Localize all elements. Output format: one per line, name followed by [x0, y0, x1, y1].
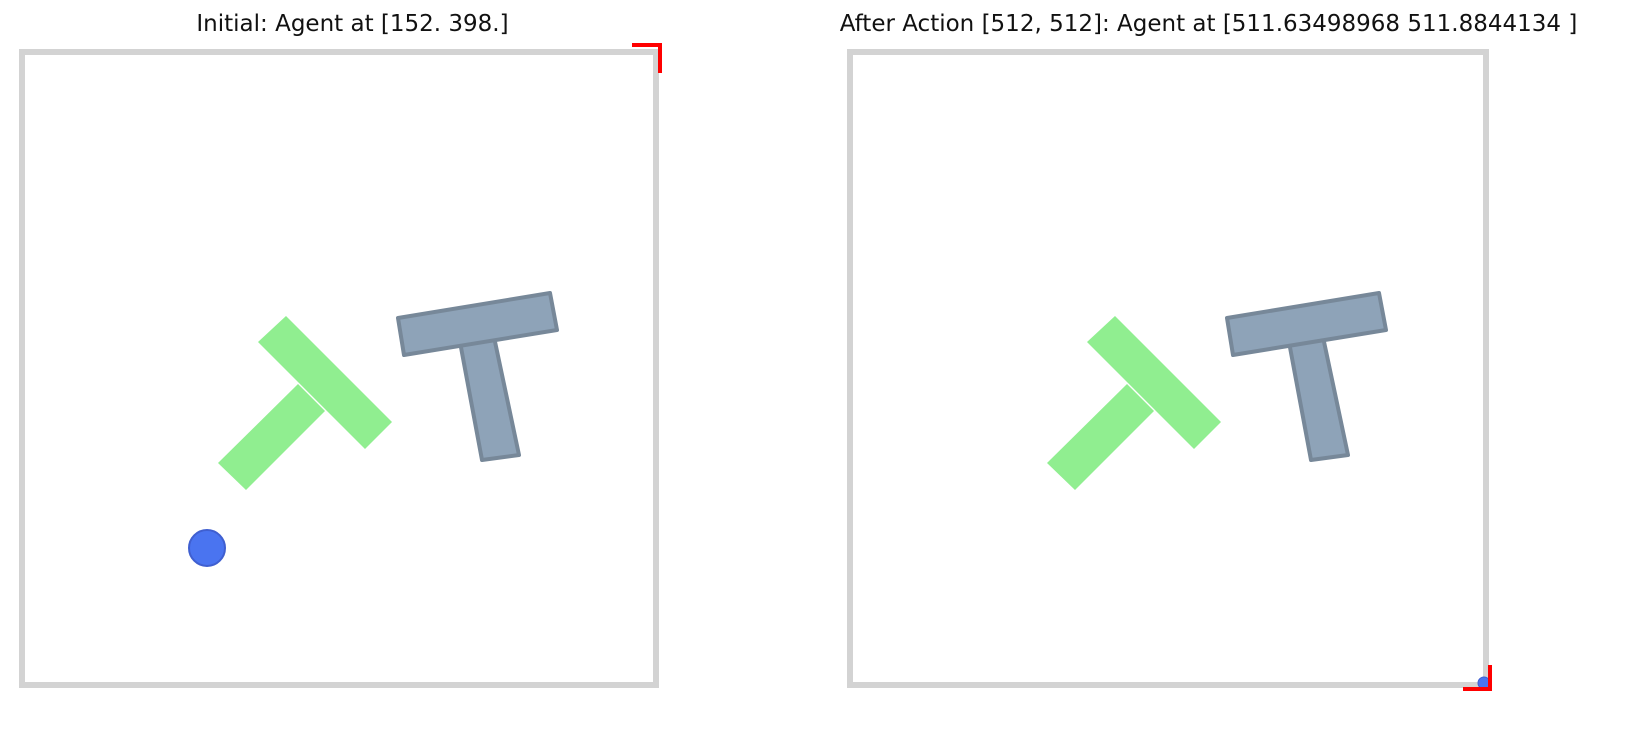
- goal-t-bar: [258, 316, 392, 449]
- scene-after-action: [847, 49, 1492, 691]
- t-block-bar: [1225, 291, 1388, 357]
- target-corner-marker: [632, 43, 662, 73]
- goal-t-shape: [218, 316, 392, 490]
- target-corner-marker: [1463, 665, 1492, 691]
- t-block-bar: [396, 291, 559, 357]
- t-block-stem: [458, 335, 521, 462]
- workspace-boundary: [19, 49, 659, 688]
- agent-dot: [188, 529, 226, 567]
- t-block: [1225, 291, 1388, 462]
- t-block-stem: [1287, 335, 1350, 462]
- t-block: [396, 291, 559, 462]
- scene-initial: [19, 43, 662, 688]
- goal-t-stem: [1047, 384, 1154, 490]
- panel-title-after-action: After Action [512, 512]: Agent at [511.6…: [839, 11, 1578, 37]
- goal-t-shape: [1047, 316, 1221, 490]
- workspace-boundary: [847, 49, 1489, 688]
- goal-t-stem: [218, 384, 325, 490]
- goal-t-bar: [1087, 316, 1221, 449]
- panel-title-initial: Initial: Agent at [152. 398.]: [196, 11, 509, 37]
